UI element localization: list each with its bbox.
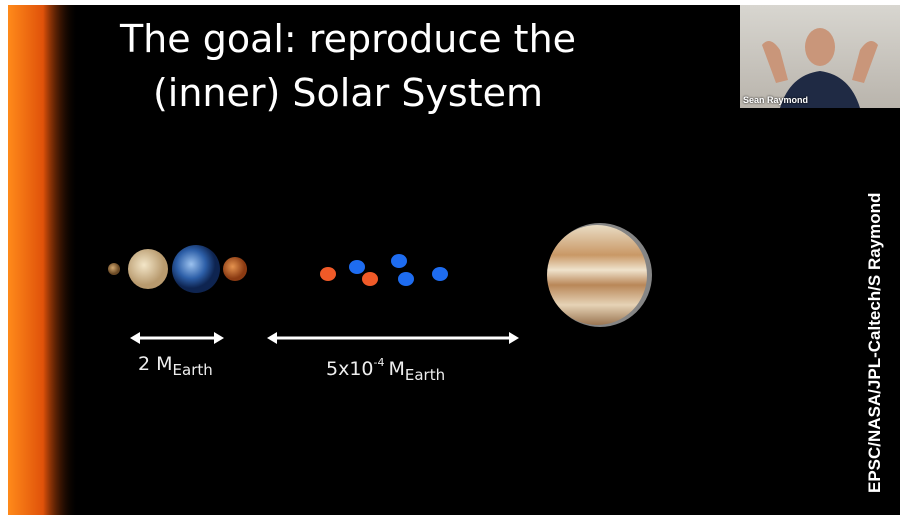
mercury — [108, 263, 120, 275]
video-frame: The goal: reproduce the (inner) Solar Sy… — [8, 5, 900, 515]
arrows — [130, 332, 519, 344]
label-text: 5x10 — [326, 358, 374, 380]
slide-title-line: The goal: reproduce the — [68, 17, 628, 61]
mass-label: 2 MEarth — [138, 353, 213, 375]
image-credit: EPSC/NASA/JPL-Caltech/S Raymond — [865, 193, 885, 493]
label-superscript: -4 — [374, 356, 385, 369]
label-subscript: Earth — [405, 366, 445, 384]
mars — [223, 257, 247, 281]
speaker-name: Sean Raymond — [743, 95, 808, 105]
asteroids — [320, 254, 448, 286]
speaker-figure — [740, 5, 900, 108]
label-text: M — [388, 358, 404, 380]
jupiter — [547, 225, 647, 325]
venus — [128, 249, 168, 289]
earth — [172, 245, 220, 293]
slide-title-line: (inner) Solar System — [68, 71, 628, 115]
label-text: 2 M — [138, 353, 173, 375]
speaker-video: Sean Raymond — [740, 5, 900, 108]
label-subscript: Earth — [173, 361, 213, 379]
